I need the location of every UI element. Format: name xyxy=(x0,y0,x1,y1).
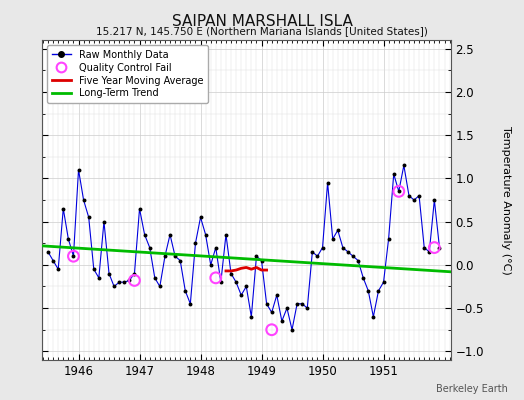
Point xyxy=(374,288,383,294)
Point xyxy=(140,231,149,238)
Point xyxy=(216,279,225,285)
Point xyxy=(278,318,286,324)
Point xyxy=(359,275,367,281)
Point xyxy=(319,244,327,251)
Point xyxy=(405,192,413,199)
Point xyxy=(150,275,159,281)
Point xyxy=(303,305,311,311)
Point xyxy=(161,253,169,260)
Point xyxy=(435,244,444,251)
Point xyxy=(257,257,266,264)
Point xyxy=(146,244,154,251)
Point xyxy=(105,270,113,277)
Point xyxy=(395,188,403,194)
Point xyxy=(334,227,342,234)
Point xyxy=(181,288,190,294)
Point xyxy=(196,214,205,220)
Point xyxy=(242,283,250,290)
Point xyxy=(115,279,124,285)
Point xyxy=(344,249,352,255)
Point xyxy=(84,214,93,220)
Point xyxy=(385,236,393,242)
Point xyxy=(252,253,260,260)
Text: SAIPAN MARSHALL ISLA: SAIPAN MARSHALL ISLA xyxy=(171,14,353,29)
Point xyxy=(64,236,72,242)
Point xyxy=(130,277,139,284)
Point xyxy=(237,292,245,298)
Point xyxy=(206,262,215,268)
Point xyxy=(110,283,118,290)
Point xyxy=(283,305,291,311)
Point xyxy=(176,257,184,264)
Point xyxy=(186,300,194,307)
Point xyxy=(59,206,68,212)
Point xyxy=(130,270,139,277)
Point xyxy=(323,180,332,186)
Point xyxy=(354,257,362,264)
Point xyxy=(54,266,62,272)
Point xyxy=(135,206,144,212)
Point xyxy=(268,326,276,333)
Point xyxy=(288,326,296,333)
Legend: Raw Monthly Data, Quality Control Fail, Five Year Moving Average, Long-Term Tren: Raw Monthly Data, Quality Control Fail, … xyxy=(47,45,208,103)
Point xyxy=(49,257,57,264)
Point xyxy=(90,266,98,272)
Point xyxy=(313,253,322,260)
Point xyxy=(201,231,210,238)
Point xyxy=(298,300,307,307)
Point xyxy=(44,249,52,255)
Text: 15.217 N, 145.750 E (Northern Mariana Islands [United States]): 15.217 N, 145.750 E (Northern Mariana Is… xyxy=(96,26,428,36)
Point xyxy=(156,283,164,290)
Point xyxy=(74,166,83,173)
Point xyxy=(379,279,388,285)
Point xyxy=(95,275,103,281)
Point xyxy=(268,309,276,316)
Y-axis label: Temperature Anomaly (°C): Temperature Anomaly (°C) xyxy=(500,126,511,274)
Point xyxy=(212,275,220,281)
Point xyxy=(100,218,108,225)
Point xyxy=(349,253,357,260)
Point xyxy=(400,162,408,169)
Point xyxy=(232,279,241,285)
Text: Berkeley Earth: Berkeley Earth xyxy=(436,384,508,394)
Point xyxy=(191,240,200,246)
Point xyxy=(364,288,373,294)
Point xyxy=(410,197,418,203)
Point xyxy=(339,244,347,251)
Point xyxy=(430,197,439,203)
Point xyxy=(125,277,134,284)
Point xyxy=(420,244,429,251)
Point xyxy=(293,300,301,307)
Point xyxy=(415,192,423,199)
Point xyxy=(329,236,337,242)
Point xyxy=(430,244,439,251)
Point xyxy=(369,314,377,320)
Point xyxy=(80,197,88,203)
Point xyxy=(212,244,220,251)
Point xyxy=(247,314,256,320)
Point xyxy=(263,300,271,307)
Point xyxy=(69,253,78,260)
Point xyxy=(389,171,398,177)
Point xyxy=(308,249,316,255)
Point xyxy=(272,292,281,298)
Point xyxy=(395,188,403,194)
Point xyxy=(171,253,179,260)
Point xyxy=(425,249,433,255)
Point xyxy=(120,279,128,285)
Point xyxy=(222,231,230,238)
Point xyxy=(227,270,235,277)
Point xyxy=(166,231,174,238)
Point xyxy=(69,253,78,260)
